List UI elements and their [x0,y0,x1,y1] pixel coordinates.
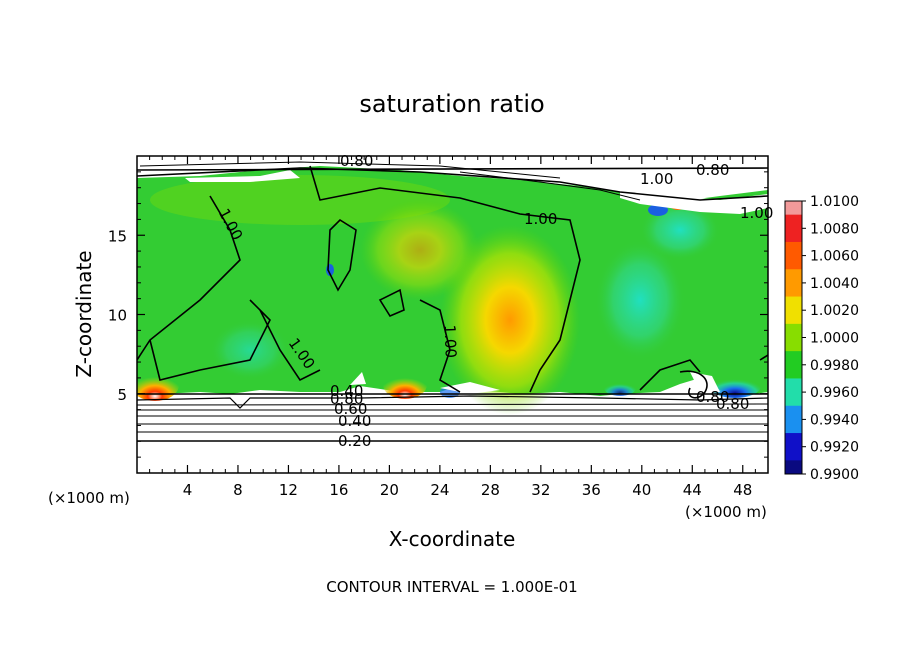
colorbar-band [785,392,802,407]
contour-label: 1.00 [740,204,773,222]
colorbar-band [785,419,802,434]
colorbar-band [785,269,802,284]
x-tick-label: 28 [481,481,500,499]
warm-core [440,225,580,415]
hot-spot [383,371,427,399]
y-tick-label: 15 [108,227,127,245]
clear-patch [440,382,500,394]
colorbar-band [785,323,802,338]
x-tick-label: 12 [279,481,298,499]
colorbar-label: 1.0000 [810,331,859,347]
colorbar-label: 1.0020 [810,303,859,319]
colorbar-band [785,460,802,475]
y-axis: 5 10 15 [108,171,768,458]
colorbar-band [785,405,802,420]
plot-area [137,156,768,473]
y-tick-label: 10 [108,307,127,325]
contour-label: 0.40 [330,382,363,400]
cold-patch [210,320,290,380]
colorbar-band [785,364,802,379]
y-tick-label: 5 [117,386,127,404]
x-tick-label: 48 [733,481,752,499]
x-tick-label: 4 [183,481,193,499]
x-tick-label: 44 [683,481,702,499]
colorbar-label: 1.0080 [810,221,859,237]
contour-label: 0.20 [338,432,371,450]
contour-label: 0.80 [330,390,363,408]
x-axis-label: X-coordinate [389,527,516,551]
x-unit-right: (×1000 m) [685,503,767,521]
contour-label: 0.60 [334,400,367,418]
contour-label: 1.00 [640,170,673,188]
colorbar-label: 0.9900 [810,467,859,483]
x-tick-label: 16 [329,481,348,499]
colorbar-label: 0.9960 [810,385,859,401]
colorbar-band [785,228,802,243]
colorbar-band [785,255,802,270]
x-tick-label: 32 [531,481,550,499]
colorbar-band [785,296,802,311]
colorbar-band [785,214,802,229]
colorbar-band [785,201,802,216]
colorbar-label: 0.9980 [810,358,859,374]
clear-patch [185,170,300,182]
contour-label: 1.00 [441,324,460,358]
colorbar-band [785,241,802,257]
contour-label: 0.80 [340,152,373,170]
colorbar-label: 0.9940 [810,412,859,428]
colorbar-band [785,282,802,298]
warm-patch [360,200,480,300]
x-unit-left: (×1000 m) [48,489,130,507]
dry-spot [604,380,636,396]
x-tick-label: 8 [233,481,243,499]
x-tick-label: 24 [430,481,449,499]
chart-title: saturation ratio [359,90,544,118]
colorbar-band [785,446,802,461]
x-tick-label: 20 [380,481,399,499]
clear-patch [690,372,720,392]
y-axis-label: Z-coordinate [72,250,96,377]
contour-label: 0.80 [696,161,729,179]
x-tick-label: 36 [582,481,601,499]
light-band [150,175,450,225]
colorbar: 1.0100 1.0080 1.0060 1.0040 1.0020 1.0000 0.99… [784,194,859,483]
colorbar-band [785,378,802,393]
x-tick-label: 40 [632,481,651,499]
contour-label: 0.40 [338,412,371,430]
dry-spot [709,374,761,398]
colorbar-label: 1.0060 [810,249,859,265]
colorbar-band [785,310,802,325]
colorbar-band [785,337,802,352]
colorbar-band [785,351,802,366]
colorbar-label: 0.9920 [810,440,859,456]
contour-label: 0.80 [696,388,729,406]
hot-spot [137,369,179,401]
contour-lines [137,161,768,442]
colorbar-label: 1.0040 [810,276,859,292]
cold-patch [595,240,685,360]
contour-label: 0.80 [716,395,749,413]
x-axis: 4 8 12 16 20 24 28 32 36 40 44 48 [149,156,756,499]
contour-label: 1.00 [524,210,557,228]
colorbar-label: 1.0100 [810,194,859,210]
clear-patch [350,372,366,385]
contour-interval-note: CONTOUR INTERVAL = 1.000E-01 [326,578,577,596]
colorbar-band [785,433,802,448]
